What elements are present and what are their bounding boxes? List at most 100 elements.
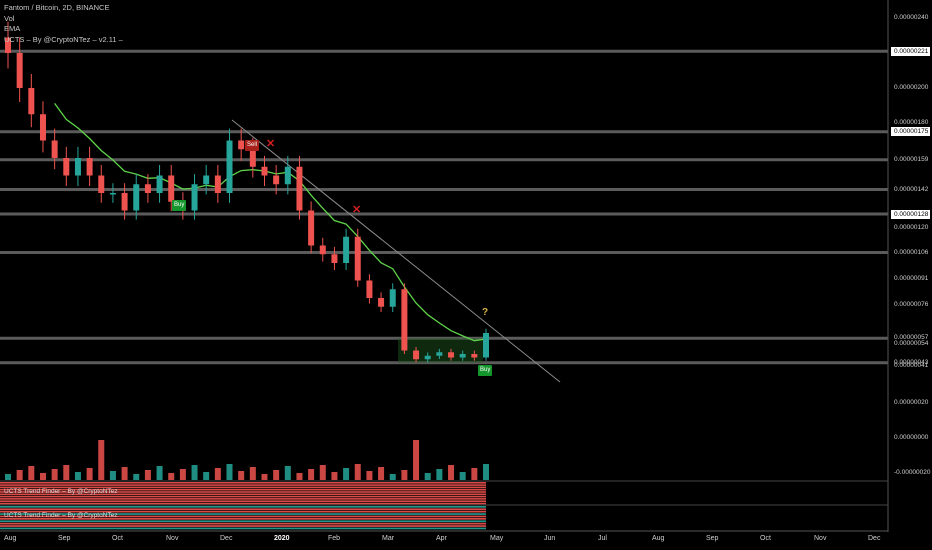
trend-finder-stripe (0, 520, 486, 523)
volume-bar (74, 472, 81, 480)
candle-body (144, 184, 151, 193)
volume-bar (413, 440, 420, 480)
candle-body (86, 158, 93, 176)
descending-trendline (231, 119, 561, 383)
candle-body (98, 175, 105, 193)
x-axis-label: Sep (706, 535, 719, 542)
candle-body (249, 149, 256, 167)
y-axis-label: 0.00000120 (894, 224, 929, 231)
trend-finder-stripe (0, 525, 486, 527)
candle-body (401, 289, 408, 351)
candle-body (308, 210, 315, 246)
volume-bar (296, 473, 303, 480)
x-axis-label: 2020 (274, 535, 290, 542)
candle-body (63, 158, 70, 176)
candle-body (5, 37, 11, 53)
volume-bar (401, 470, 408, 480)
trend-finder-stripe (0, 508, 486, 511)
volume-bar (436, 469, 443, 480)
y-axis-label: 0.00000142 (894, 185, 929, 193)
y-axis-label: 0.00000057 (894, 334, 929, 342)
ema-polyline (54, 103, 487, 342)
candle-body (16, 53, 23, 88)
candle-body (261, 166, 268, 176)
vol-label: Vol (4, 13, 15, 23)
volume-bar (214, 468, 221, 480)
trendline (231, 119, 561, 383)
volume-bar (226, 464, 233, 480)
volume-bar (389, 474, 396, 480)
volume-bar (121, 467, 128, 480)
level-line-1 (0, 130, 888, 134)
volume-bars (5, 440, 489, 480)
x-axis-label: Oct (112, 535, 123, 542)
candle-body (378, 298, 385, 307)
volume-bar (203, 472, 210, 480)
x-axis-label: May (490, 535, 504, 542)
volume-bar (144, 470, 151, 480)
x-axis-label: Dec (220, 535, 233, 542)
y-axis-label: 0.00000240 (894, 14, 929, 21)
x-axis-label: Feb (328, 535, 341, 542)
sell-signal: Sell (245, 140, 260, 151)
volume-bar (483, 464, 489, 480)
x-axis-label: Dec (868, 535, 881, 542)
x-axis-label: Sep (58, 535, 71, 542)
y-axis-label: -0.00000020 (894, 469, 931, 476)
candle-body (331, 254, 338, 263)
volume-bar (16, 470, 23, 480)
trend-finder-stripe (0, 510, 486, 513)
candle-body (168, 175, 175, 202)
candle-body (238, 140, 245, 150)
volume-bar (5, 474, 11, 480)
trend-finder-stripe (0, 527, 486, 530)
volume-bar (354, 464, 361, 480)
candle-body (51, 140, 58, 158)
volume-bar (378, 467, 385, 480)
trend-finder-stripe (0, 518, 486, 520)
y-axis-level-label: 0.00000175 (891, 127, 930, 137)
candle-body (191, 184, 198, 211)
trend-finder-stripe (0, 484, 486, 486)
candle-body (436, 352, 443, 356)
trend-finder-stripe (0, 488, 486, 491)
chart-legend: Fantom / Bitcoin, 2D, BINANCE Vol EMA UC… (4, 3, 123, 45)
trend-finder-stripe (0, 500, 486, 502)
volume-bar (319, 465, 326, 480)
candle-body (39, 114, 46, 141)
candle-body (343, 236, 350, 263)
trend-finder-stripe (0, 482, 486, 484)
y-axis-label: 0.00000041 (894, 362, 929, 370)
y-axis-label: 0.00000000 (894, 434, 929, 441)
y-axis-label: 0.00000180 (894, 119, 929, 126)
trend-finder-label-2: UCTS Trend Finder – By @CryptoNTez (4, 512, 118, 519)
candle-body (203, 175, 210, 185)
level-line-3 (0, 188, 888, 191)
candle-body (483, 333, 489, 358)
buy-signal-2: Buy (478, 365, 493, 376)
volume-bar (249, 467, 256, 480)
candlesticks (5, 21, 489, 363)
y-axis-label: 0.00000200 (894, 84, 929, 91)
y-axis-label: 0.00000106 (894, 248, 929, 256)
question-marker: ? (482, 307, 489, 318)
candle-body (156, 175, 163, 193)
level-line-2 (0, 158, 888, 162)
candle-body (296, 166, 303, 211)
x-axis-label: Nov (814, 535, 827, 542)
candle-body (459, 354, 466, 358)
candle-body (354, 236, 361, 281)
volume-bar (156, 466, 163, 480)
x-axis-label: Aug (4, 535, 17, 542)
volume-bar (86, 468, 93, 480)
y-axis-level-label: 0.00000221 (891, 46, 930, 56)
volume-bar (39, 473, 46, 480)
y-axis-label: 0.00000076 (894, 301, 929, 308)
trend-finder-stripe (0, 493, 486, 496)
sell-x-marker-1: ✕ (266, 138, 276, 150)
x-axis-label: Jul (598, 535, 607, 542)
volume-bar (343, 468, 350, 480)
trend-finder-stripe (0, 515, 486, 518)
candle-body (413, 350, 420, 360)
